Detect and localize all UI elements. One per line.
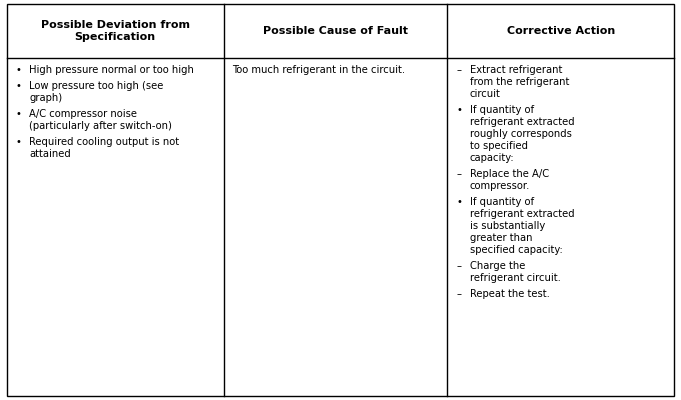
Text: Low pressure too high (see: Low pressure too high (see xyxy=(29,81,163,91)
Text: Required cooling output is not: Required cooling output is not xyxy=(29,137,179,147)
Text: •: • xyxy=(16,81,22,91)
Text: refrigerant extracted: refrigerant extracted xyxy=(470,209,574,219)
Bar xyxy=(7,4,674,58)
Text: specified capacity:: specified capacity: xyxy=(470,245,563,255)
Text: Possible Deviation from
Specification: Possible Deviation from Specification xyxy=(41,20,190,42)
Text: –: – xyxy=(456,65,461,75)
Text: Too much refrigerant in the circuit.: Too much refrigerant in the circuit. xyxy=(233,65,406,75)
Text: Replace the A/C: Replace the A/C xyxy=(470,169,549,179)
Text: is substantially: is substantially xyxy=(470,221,545,231)
Text: graph): graph) xyxy=(29,93,63,103)
Text: •: • xyxy=(16,109,22,119)
Text: •: • xyxy=(16,137,22,147)
Text: Possible Cause of Fault: Possible Cause of Fault xyxy=(263,26,408,36)
Text: If quantity of: If quantity of xyxy=(470,105,534,115)
Text: High pressure normal or too high: High pressure normal or too high xyxy=(29,65,194,75)
Text: from the refrigerant: from the refrigerant xyxy=(470,77,569,87)
Text: (particularly after switch-on): (particularly after switch-on) xyxy=(29,121,172,131)
Text: Extract refrigerant: Extract refrigerant xyxy=(470,65,562,75)
Text: •: • xyxy=(456,105,462,115)
Text: If quantity of: If quantity of xyxy=(470,197,534,207)
Text: greater than: greater than xyxy=(470,233,533,243)
Text: roughly corresponds: roughly corresponds xyxy=(470,129,571,139)
Text: refrigerant extracted: refrigerant extracted xyxy=(470,117,574,127)
Text: capacity:: capacity: xyxy=(470,153,514,163)
Text: to specified: to specified xyxy=(470,141,528,151)
Text: –: – xyxy=(456,261,461,271)
Text: attained: attained xyxy=(29,149,71,159)
Text: compressor.: compressor. xyxy=(470,181,530,191)
Text: •: • xyxy=(456,197,462,207)
Text: circuit: circuit xyxy=(470,89,501,99)
Text: Corrective Action: Corrective Action xyxy=(507,26,615,36)
Text: Repeat the test.: Repeat the test. xyxy=(470,289,550,299)
Text: •: • xyxy=(16,65,22,75)
Text: refrigerant circuit.: refrigerant circuit. xyxy=(470,273,560,283)
Text: Charge the: Charge the xyxy=(470,261,525,271)
Text: A/C compressor noise: A/C compressor noise xyxy=(29,109,138,119)
Text: –: – xyxy=(456,289,461,299)
Text: –: – xyxy=(456,169,461,179)
